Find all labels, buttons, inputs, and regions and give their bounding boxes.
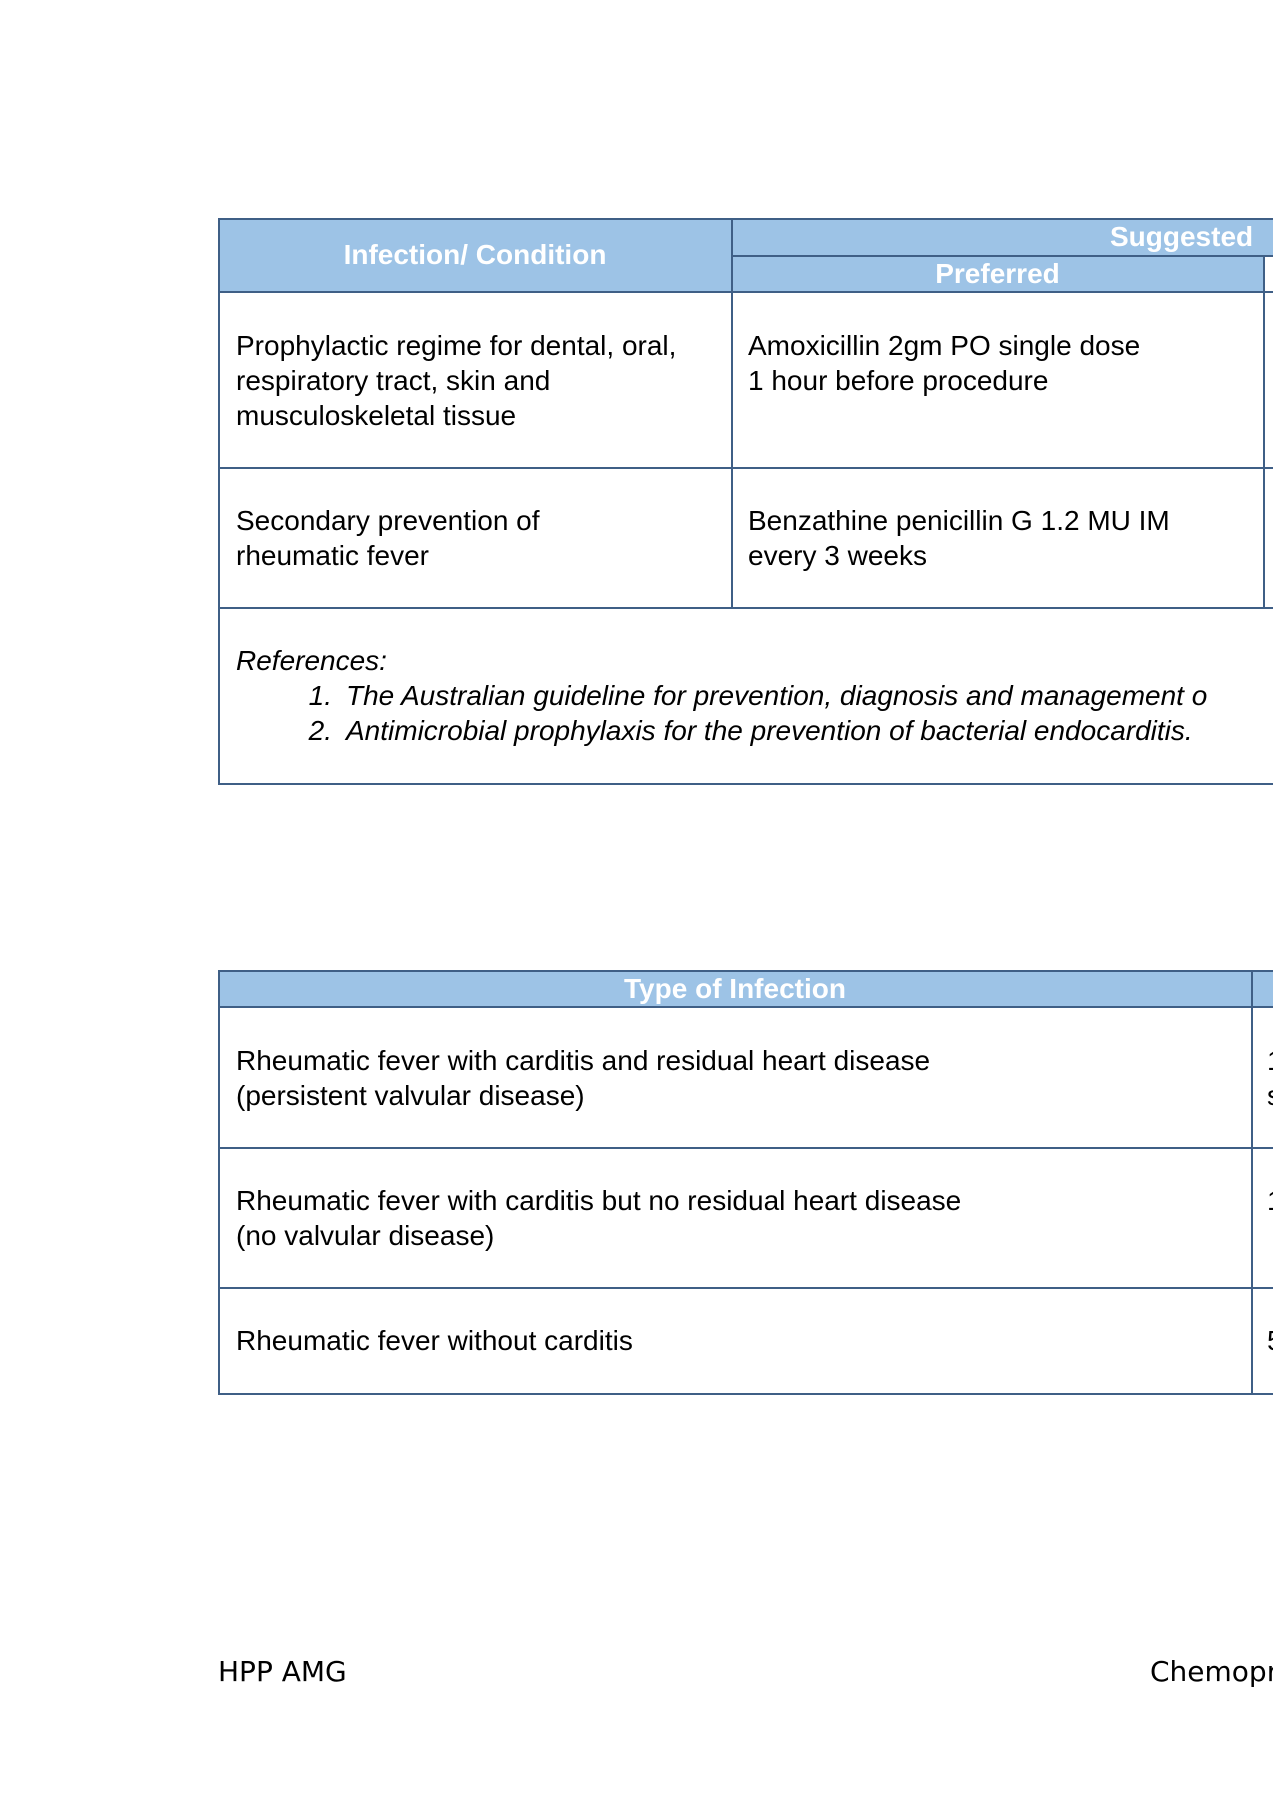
header-type: Type of Infection [624, 973, 846, 1004]
t2-row1-edge-line2: s [1267, 1078, 1273, 1113]
t2-row1-type: Rheumatic fever with carditis and residu… [236, 1043, 930, 1113]
t2-row1-edge: 1 s [1267, 1043, 1273, 1113]
row2-preferred-line2: every 3 weeks [748, 540, 927, 571]
row1-preferred: Amoxicillin 2gm PO single dose 1 hour be… [748, 328, 1140, 398]
row1-condition-line3: musculoskeletal tissue [236, 400, 517, 431]
t2-row1-line2: (persistent valvular disease) [236, 1080, 585, 1111]
row1-condition-line2: respiratory tract, skin and [236, 365, 551, 396]
row2-condition-line1: Secondary prevention of [236, 505, 540, 536]
header-condition-cell: Infection/ Condition [219, 219, 731, 291]
t2-row2-edge-line1: 1 [1267, 1183, 1273, 1218]
row2-condition-line2: rheumatic fever [236, 540, 429, 571]
header-suggested-cell: Suggested [732, 219, 1273, 255]
table2-header-bottom [218, 1006, 1273, 1008]
t2-row2-type: Rheumatic fever with carditis but no res… [236, 1183, 961, 1253]
references-block: References: 1. The Australian guideline … [236, 643, 1207, 748]
header-preferred-cell: Preferred [732, 256, 1263, 291]
row1-condition: Prophylactic regime for dental, oral, re… [236, 328, 676, 433]
table2-col-divider [1251, 970, 1253, 1394]
row2-preferred-line1: Benzathine penicillin G 1.2 MU IM [748, 505, 1170, 536]
row2-preferred: Benzathine penicillin G 1.2 MU IM every … [748, 503, 1170, 573]
t2-row1-line1: Rheumatic fever with carditis and residu… [236, 1045, 931, 1076]
t2-row2-line2: (no valvular disease) [236, 1220, 495, 1251]
t2-row3-type: Rheumatic fever without carditis [236, 1323, 633, 1358]
references-list: 1. The Australian guideline for preventi… [309, 678, 1208, 748]
table1-left-border [218, 218, 220, 784]
row1-preferred-line1: Amoxicillin 2gm PO single dose [748, 330, 1141, 361]
t2-row3-line1: Rheumatic fever without carditis [236, 1325, 633, 1356]
table2-bottom-border [218, 1393, 1273, 1395]
table2-row2-bottom [218, 1287, 1273, 1289]
reference-text: The Australian guideline for prevention,… [346, 680, 1208, 711]
header-preferred: Preferred [935, 258, 1060, 289]
references-label: References: [236, 645, 387, 676]
table2-top-border [218, 970, 1273, 972]
reference-item: 2. Antimicrobial prophylaxis for the pre… [309, 713, 1207, 748]
reference-number: 1. [308, 680, 332, 711]
table1-row2-bottom [218, 607, 1273, 609]
table1-row1-bottom [218, 467, 1273, 469]
table1-header-bottom [218, 291, 1273, 293]
table2-left-border [218, 970, 220, 1394]
t2-row2-edge: 1 [1267, 1183, 1273, 1218]
footer-right: Chemopr [1150, 1655, 1273, 1688]
reference-number: 2. [308, 715, 332, 746]
table1-top-border [218, 218, 1273, 220]
reference-text: Antimicrobial prophylaxis for the preven… [346, 715, 1193, 746]
row2-condition: Secondary prevention of rheumatic fever [236, 503, 540, 573]
table1-col-divider [731, 218, 733, 608]
table1-header-split [731, 255, 1273, 257]
header-suggested: Suggested [1110, 221, 1254, 252]
row1-condition-line1: Prophylactic regime for dental, oral, [236, 330, 677, 361]
table2-row1-bottom [218, 1147, 1273, 1149]
header-type-cell: Type of Infection [219, 971, 1251, 1007]
t2-row1-edge-line1: 1 [1267, 1043, 1273, 1078]
t2-row3-edge: 5 [1267, 1323, 1273, 1358]
row1-preferred-line2: 1 hour before procedure [748, 365, 1049, 396]
header-condition: Infection/ Condition [343, 239, 607, 270]
table1-bottom-border [218, 783, 1273, 785]
reference-item: 1. The Australian guideline for preventi… [309, 678, 1208, 713]
footer-left: HPP AMG [218, 1655, 347, 1688]
t2-row2-line1: Rheumatic fever with carditis but no res… [236, 1185, 962, 1216]
t2-row3-edge-line1: 5 [1267, 1323, 1273, 1358]
table1-col-divider-2 [1263, 255, 1265, 608]
header-duration-cell [1252, 971, 1273, 1007]
